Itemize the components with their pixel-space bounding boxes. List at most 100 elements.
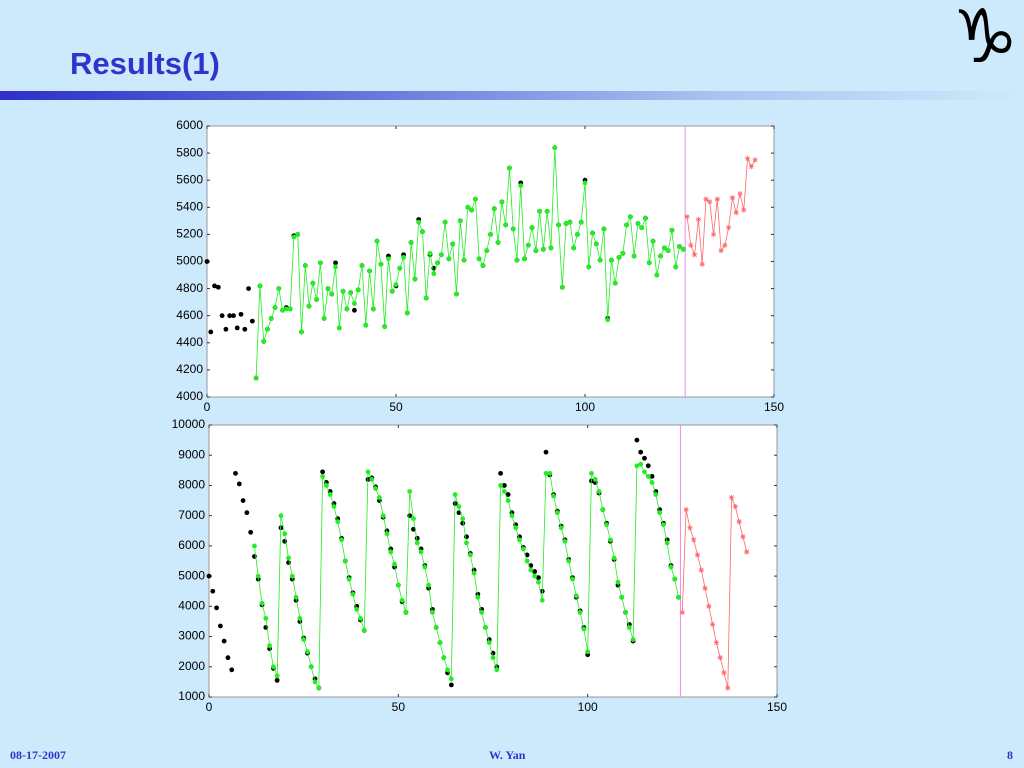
data-point — [480, 263, 486, 268]
y-tick-label: 6000 — [176, 118, 203, 132]
data-point — [601, 226, 607, 232]
data-point — [418, 549, 424, 555]
data-point — [645, 463, 651, 469]
data-point — [619, 594, 625, 600]
data-point — [276, 286, 282, 291]
data-point — [559, 284, 565, 290]
data-point — [593, 241, 599, 247]
data-point — [299, 329, 304, 335]
data-point — [537, 208, 543, 214]
y-tick-label: 2000 — [178, 659, 205, 673]
data-point — [465, 204, 471, 210]
data-point — [248, 529, 254, 535]
data-point — [498, 470, 503, 476]
data-point — [305, 649, 310, 655]
data-point — [570, 576, 575, 582]
data-point — [333, 260, 338, 266]
data-point — [577, 609, 583, 615]
data-point — [551, 493, 556, 499]
data-point — [524, 558, 530, 564]
forecast-point — [732, 504, 738, 510]
forecast-point — [713, 640, 720, 646]
data-point — [532, 573, 538, 579]
data-point — [460, 516, 466, 522]
data-point — [450, 241, 456, 247]
data-point — [544, 208, 550, 214]
data-point — [342, 558, 348, 564]
data-point — [620, 250, 626, 256]
data-point — [600, 507, 606, 513]
data-point — [242, 326, 248, 332]
data-point — [501, 489, 507, 494]
data-point — [638, 461, 644, 467]
data-point — [513, 525, 519, 531]
data-point — [630, 637, 636, 642]
forecast-point — [752, 157, 758, 163]
data-point — [543, 449, 549, 455]
data-point — [329, 291, 335, 297]
data-point — [249, 318, 255, 324]
data-point — [431, 271, 437, 277]
data-point — [649, 480, 655, 485]
data-point — [397, 265, 403, 271]
forecast-point — [744, 549, 750, 555]
data-point — [441, 655, 447, 661]
data-point — [525, 242, 531, 248]
data-point — [306, 303, 312, 309]
data-point — [607, 537, 613, 543]
data-point — [289, 573, 295, 579]
data-point — [395, 582, 401, 588]
data-point — [592, 477, 598, 482]
data-point — [204, 259, 210, 264]
data-point — [609, 257, 614, 263]
data-point — [423, 295, 429, 301]
data-point — [552, 145, 558, 151]
data-point — [505, 498, 511, 503]
data-point — [435, 260, 440, 266]
data-point — [333, 264, 338, 270]
data-point — [442, 219, 448, 225]
data-point — [476, 256, 482, 262]
data-point — [437, 640, 443, 645]
data-point — [389, 288, 395, 294]
forecast-point — [710, 621, 716, 628]
forecast-point — [702, 585, 708, 591]
y-tick-label: 9000 — [178, 447, 205, 461]
data-point — [543, 470, 549, 476]
data-point — [352, 301, 357, 306]
data-point — [533, 248, 539, 254]
data-point — [631, 253, 637, 259]
data-point — [494, 667, 500, 673]
data-point — [433, 625, 439, 630]
data-point — [244, 510, 250, 516]
data-point — [411, 516, 416, 522]
forecast-point — [748, 164, 754, 170]
data-point — [229, 667, 235, 673]
data-point — [286, 555, 291, 561]
data-point — [596, 489, 602, 494]
data-point — [382, 324, 388, 329]
forecast-point — [707, 199, 713, 205]
y-tick-label: 4000 — [178, 599, 205, 613]
data-point — [467, 552, 473, 558]
data-point — [259, 600, 265, 606]
data-point — [503, 222, 509, 228]
data-point — [234, 325, 240, 331]
data-point — [344, 306, 350, 312]
data-point — [645, 473, 651, 479]
data-point — [426, 582, 432, 588]
data-point — [484, 248, 490, 254]
data-point — [414, 535, 420, 541]
y-tick-label: 5400 — [176, 199, 203, 213]
forecast-point — [728, 494, 735, 501]
data-point — [611, 555, 617, 561]
data-point — [672, 576, 678, 582]
data-point — [615, 579, 621, 585]
y-tick-label: 10000 — [172, 417, 206, 431]
data-point — [649, 473, 655, 479]
forecast-point — [710, 231, 717, 237]
y-tick-label: 3000 — [178, 629, 205, 643]
data-point — [257, 283, 263, 289]
x-tick-label: 150 — [767, 700, 787, 714]
data-point — [354, 606, 360, 612]
